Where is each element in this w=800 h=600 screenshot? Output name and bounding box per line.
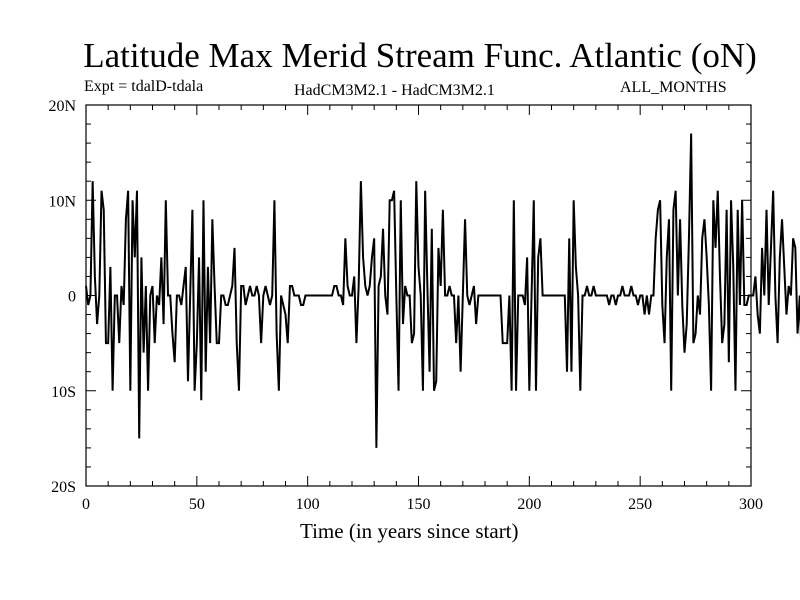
y-tick-label: 20N: [48, 98, 76, 115]
x-tick-label: 200: [517, 496, 541, 513]
y-tick-label: 20S: [51, 479, 76, 496]
y-tick-labels: 20N 10N 0 10S 20S: [48, 98, 76, 496]
x-tick-label: 150: [407, 496, 431, 513]
period-label: ALL_MONTHS: [620, 79, 727, 96]
models-label: HadCM3M2.1 - HadCM3M2.1: [294, 82, 495, 99]
y-tick-label: 10N: [48, 193, 76, 210]
series-group: [85, 133, 800, 448]
chart-title: Latitude Max Merid Stream Func. Atlantic…: [83, 36, 757, 75]
x-tick-label: 100: [296, 496, 320, 513]
x-tick-label: 300: [739, 496, 763, 513]
experiment-label: Expt = tdalD-tdala: [84, 78, 204, 95]
x-tick-labels: 0 50 100 150 200 250 300: [82, 496, 763, 513]
x-axis-label: Time (in years since start): [300, 519, 519, 543]
y-tick-label: 0: [68, 289, 76, 306]
y-tick-label: 10S: [51, 384, 76, 401]
series-line: [85, 133, 800, 448]
x-tick-label: 0: [82, 496, 90, 513]
x-tick-label: 250: [628, 496, 652, 513]
x-tick-label: 50: [189, 496, 205, 513]
